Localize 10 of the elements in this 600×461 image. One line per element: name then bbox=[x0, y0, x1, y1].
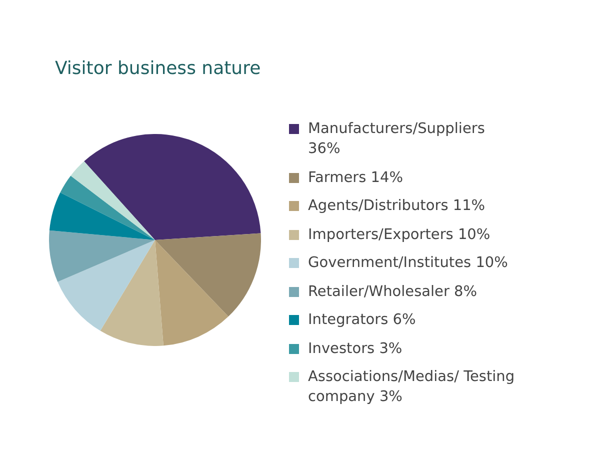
legend-label: Manufacturers/Suppliers 36% bbox=[308, 120, 486, 159]
legend-label: Farmers 14% bbox=[308, 168, 404, 188]
legend-label: Government/Institutes 10% bbox=[308, 254, 509, 273]
chart-title: Visitor business nature bbox=[55, 58, 261, 79]
legend-label: Agents/Distributors 11% bbox=[308, 197, 486, 216]
legend-label: Retailer/Wholesaler 8% bbox=[308, 282, 478, 302]
legend-label: Associations/Medias/ Testing company 3% bbox=[308, 368, 516, 407]
legend-label: Investors 3% bbox=[308, 340, 404, 358]
legend-label: Integrators 6% bbox=[308, 311, 417, 330]
legend-label: Importers/Exporters 10% bbox=[308, 226, 492, 244]
